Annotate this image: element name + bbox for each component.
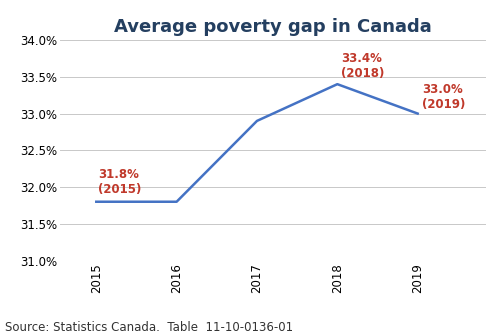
Title: Average poverty gap in Canada: Average poverty gap in Canada [114,18,432,36]
Text: Source: Statistics Canada.  Table  11-10-0136-01: Source: Statistics Canada. Table 11-10-0… [5,321,293,334]
Text: 31.8%
(2015): 31.8% (2015) [98,168,141,196]
Text: 33.0%
(2019): 33.0% (2019) [422,82,465,111]
Text: 33.4%
(2018): 33.4% (2018) [341,52,385,80]
